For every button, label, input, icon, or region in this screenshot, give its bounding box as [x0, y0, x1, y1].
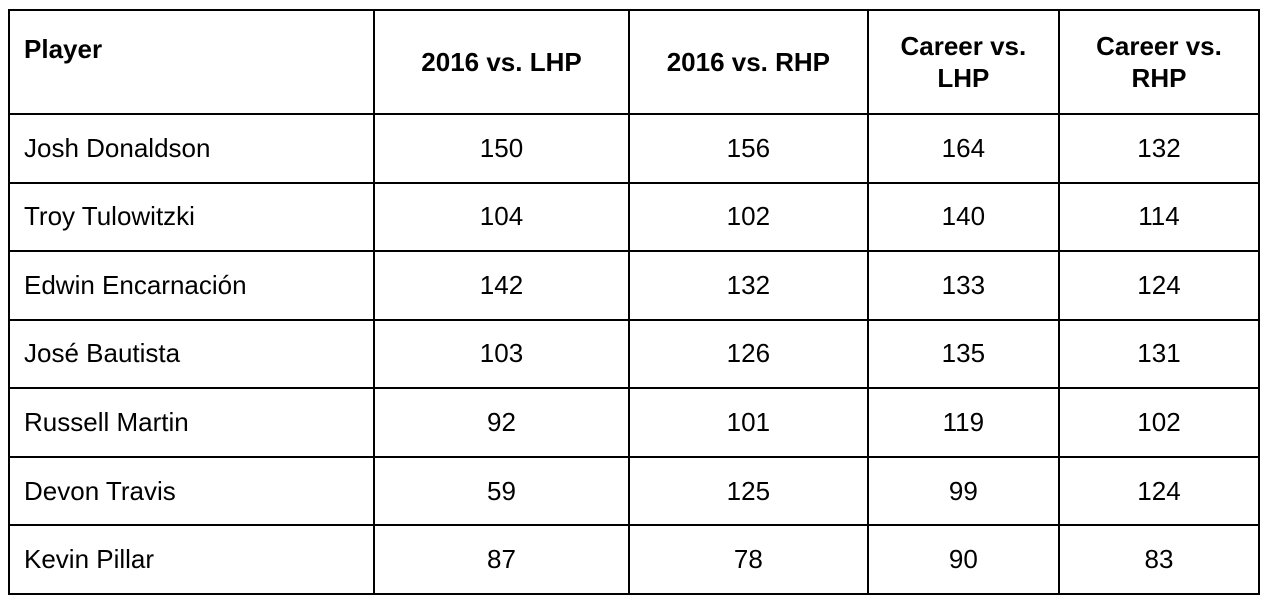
column-header: 2016 vs. LHP [373, 9, 630, 115]
table-body: Josh Donaldson 150 156 164 132 Troy Tulowitzk… [8, 113, 1260, 595]
stat-cell: 164 [866, 113, 1061, 184]
stat-cell: 131 [1058, 318, 1260, 390]
stat-cell: 133 [866, 250, 1061, 321]
stat-cell: 83 [1058, 524, 1260, 595]
table-header: Player 2016 vs. LHP 2016 vs. RHP Career vs.… [8, 9, 1260, 115]
column-header: Career vs. LHP [866, 9, 1061, 115]
stat-cell: 102 [628, 181, 869, 253]
stat-cell: 114 [1058, 181, 1260, 253]
player-name-cell: Troy Tulowitzki [8, 181, 375, 253]
player-name-cell: Kevin Pillar [8, 524, 375, 595]
table-row: Edwin Encarnación 142 132 133 124 [8, 250, 1260, 321]
stat-cell: 124 [1058, 250, 1260, 321]
stat-cell: 132 [1058, 113, 1260, 184]
player-name-cell: Devon Travis [8, 455, 375, 527]
stat-cell: 142 [373, 250, 630, 321]
stat-cell: 156 [628, 113, 869, 184]
stat-cell: 124 [1058, 455, 1260, 527]
header-row: Player 2016 vs. LHP 2016 vs. RHP Career vs.… [8, 9, 1260, 115]
stat-cell: 150 [373, 113, 630, 184]
stat-cell: 90 [866, 524, 1061, 595]
column-header: 2016 vs. RHP [628, 9, 869, 115]
stat-cell: 103 [373, 318, 630, 390]
player-splits-table: Player 2016 vs. LHP 2016 vs. RHP Career vs.… [8, 9, 1260, 595]
player-name-cell: José Bautista [8, 318, 375, 390]
player-name-cell: Josh Donaldson [8, 113, 375, 184]
table-row: José Bautista 103 126 135 131 [8, 318, 1260, 390]
stat-cell: 87 [373, 524, 630, 595]
player-name-cell: Edwin Encarnación [8, 250, 375, 321]
stat-cell: 101 [628, 387, 869, 458]
column-header-player: Player [8, 9, 375, 115]
table-row: Kevin Pillar 87 78 90 83 [8, 524, 1260, 595]
stat-cell: 99 [866, 455, 1061, 527]
stat-cell: 102 [1058, 387, 1260, 458]
stat-cell: 78 [628, 524, 869, 595]
stat-cell: 125 [628, 455, 869, 527]
table-row: Troy Tulowitzki 104 102 140 114 [8, 181, 1260, 253]
stat-cell: 104 [373, 181, 630, 253]
stat-cell: 135 [866, 318, 1061, 390]
player-name-cell: Russell Martin [8, 387, 375, 458]
stat-cell: 140 [866, 181, 1061, 253]
table-row: Josh Donaldson 150 156 164 132 [8, 113, 1260, 184]
stat-cell: 92 [373, 387, 630, 458]
stat-cell: 126 [628, 318, 869, 390]
stat-cell: 132 [628, 250, 869, 321]
table-row: Russell Martin 92 101 119 102 [8, 387, 1260, 458]
table-row: Devon Travis 59 125 99 124 [8, 455, 1260, 527]
stat-cell: 119 [866, 387, 1061, 458]
column-header: Career vs. RHP [1058, 9, 1260, 115]
stat-cell: 59 [373, 455, 630, 527]
